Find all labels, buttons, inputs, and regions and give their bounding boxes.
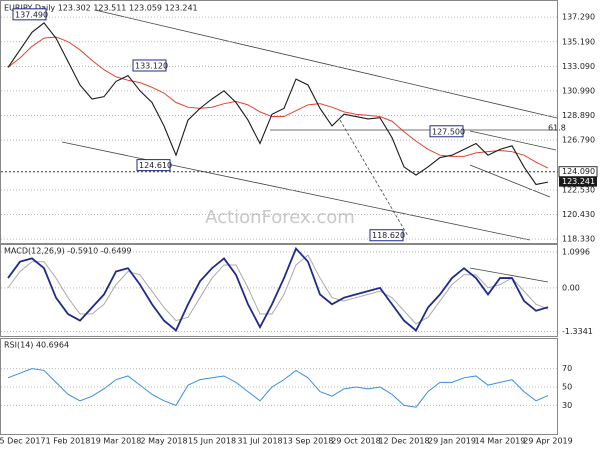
y-tick-label: 130.990 — [562, 86, 595, 95]
y-tick-label: 0.00 — [562, 283, 580, 292]
x-tick-label: 31 Jul 2018 — [237, 437, 282, 446]
series-line — [7, 246, 549, 332]
x-tick-label: 2 May 2018 — [140, 437, 187, 446]
last-price-label: 123.241 — [562, 177, 595, 186]
series-line — [7, 36, 549, 169]
y-tick-label: 70 — [562, 364, 572, 373]
y-tick-label: 120.430 — [562, 210, 595, 219]
y-tick-label: 135.190 — [562, 37, 595, 46]
annotation-label: 118.620 — [372, 231, 405, 240]
series-line — [7, 368, 549, 408]
price-title: EURJPY Daily 123.302 123.511 123.059 123… — [4, 4, 198, 13]
y-tick-label: 128.890 — [562, 111, 595, 120]
macd-panel — [0, 244, 558, 337]
y-tick-label: 1.0996 — [562, 247, 590, 256]
y-tick-label: 50 — [562, 383, 572, 392]
x-tick-label: 29 Jan 2019 — [428, 437, 476, 446]
annotation-label: 124.610 — [139, 161, 172, 170]
annotation-box — [429, 125, 464, 138]
x-tick-label: 14 Mar 2019 — [475, 437, 526, 446]
annotation-label: 61.8 — [548, 123, 566, 132]
y-tick-label: 133.090 — [562, 62, 595, 71]
series-line — [7, 254, 549, 325]
wedge-upper — [469, 130, 557, 151]
wedge-lower — [469, 164, 551, 198]
price-panel — [0, 0, 558, 244]
x-tick-label: 29 Apr 2019 — [523, 437, 572, 446]
x-tick-label: 15 Dec 2017 — [0, 437, 46, 446]
x-tick-label: 1 Feb 2018 — [46, 437, 91, 446]
rsi-panel — [0, 338, 558, 435]
x-tick-label: 19 Mar 2018 — [91, 437, 142, 446]
x-tick-label: 29 Oct 2018 — [331, 437, 380, 446]
level-label: 124.090 — [562, 167, 595, 176]
y-tick-label: 126.790 — [562, 136, 595, 145]
y-tick-label: 118.330 — [562, 235, 595, 244]
watermark: ActionForex.com — [205, 207, 355, 228]
x-tick-label: 12 Dec 2018 — [378, 437, 429, 446]
annotation-box — [369, 229, 404, 242]
annotation-label: 127.500 — [432, 127, 465, 136]
channel-lower — [61, 141, 531, 241]
annotation-label: 137.490 — [15, 10, 48, 19]
dashed-line — [339, 119, 409, 237]
annotation-box — [136, 159, 171, 172]
macd-trendline — [469, 267, 549, 283]
y-tick-label: 30 — [562, 401, 572, 410]
x-tick-label: 15 Jun 2018 — [188, 437, 236, 446]
y-tick-label: 137.290 — [562, 13, 595, 22]
rsi-title: RSI(14) 40.6964 — [4, 341, 69, 350]
last-price-box — [559, 176, 597, 187]
annotation-label: 133.120 — [135, 61, 168, 70]
macd-title: MACD(12,26,9) -0.5910 -0.6499 — [4, 247, 132, 256]
x-tick-label: 13 Sep 2018 — [283, 437, 334, 446]
series-line — [7, 22, 549, 186]
annotation-box — [132, 59, 167, 72]
annotation-box — [12, 8, 47, 21]
y-tick-label: 122.530 — [562, 185, 595, 194]
channel-upper — [94, 9, 558, 119]
y-tick-label: -1.3341 — [562, 327, 593, 336]
